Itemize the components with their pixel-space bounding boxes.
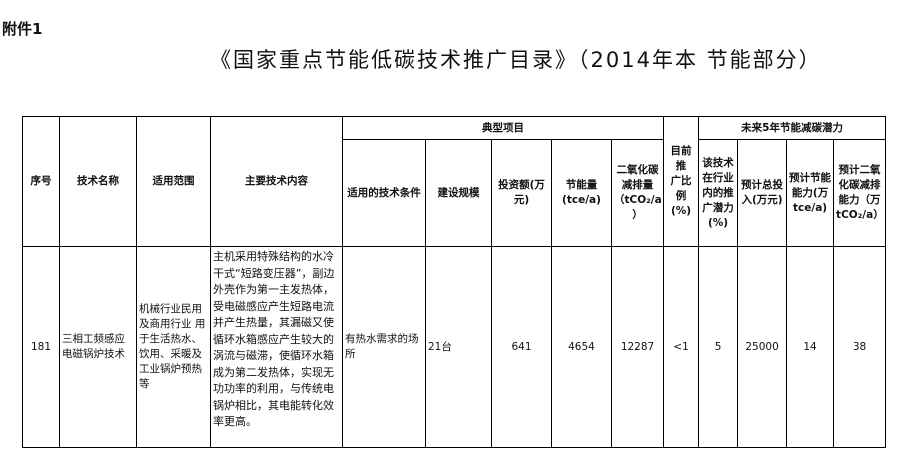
document-title: 《国家重点节能低碳技术推广目录》（2014年本 节能部分）	[210, 48, 822, 72]
header-conditions: 适用的技术条件	[342, 139, 426, 247]
technology-catalog-table: 序号 技术名称 适用范围 主要技术内容 典型项目 目前推 广比例 (%) 未来5…	[22, 116, 887, 448]
cell-scope: 机械行业民用及商用行业 用于生活热水、饮用、采暖及工业锅炉预热等	[136, 246, 211, 448]
table-row: 181 三相工频感应电磁锅炉技术 机械行业民用及商用行业 用于生活热水、饮用、采…	[22, 246, 887, 448]
cell-total-investment: 25000	[737, 246, 788, 448]
cell-industry-potential: 5	[698, 246, 739, 448]
cell-saving-capacity: 14	[786, 246, 835, 448]
cell-co2-capacity: 38	[833, 246, 887, 448]
cell-seq: 181	[22, 246, 60, 448]
cell-current-ratio: <1	[663, 246, 700, 448]
header-saving-capacity: 预计节能 能力(万 tce/a)	[786, 139, 835, 247]
header-current-ratio: 目前推 广比例 (%)	[663, 116, 700, 247]
header-content: 主要技术内容	[210, 116, 343, 247]
cell-co2-reduction: 12287	[610, 246, 665, 448]
header-name: 技术名称	[59, 116, 137, 247]
header-co2-reduction: 二氧化碳 减排量 （tCO₂/a ）	[610, 139, 665, 247]
header-industry-potential: 该技术 在行业 内的推 广潜力 (%)	[698, 139, 739, 247]
header-investment: 投资额(万 元)	[491, 139, 552, 247]
cell-content: 主机采用特殊结构的水冷干式“短路变压器”，副边外壳作为第一主发热体，受电磁感应产…	[210, 246, 343, 448]
cell-name: 三相工频感应电磁锅炉技术	[59, 246, 137, 448]
header-scope: 适用范围	[136, 116, 211, 247]
header-future-potential: 未来5年节能减碳潜力	[698, 116, 887, 140]
header-seq: 序号	[22, 116, 60, 247]
cell-investment: 641	[491, 246, 552, 448]
header-scale: 建设规模	[425, 139, 492, 247]
header-co2-capacity: 预计二氧 化碳减排 能力（万 tCO₂/a）	[833, 139, 887, 247]
annex-label: 附件1	[2, 20, 43, 38]
cell-energy-saving: 4654	[551, 246, 612, 448]
cell-conditions: 有热水需求的场所	[342, 246, 426, 448]
cell-scale: 21台	[425, 246, 492, 448]
header-total-investment: 预计总投 入(万元)	[737, 139, 788, 247]
header-energy-saving: 节能量 (tce/a)	[551, 139, 612, 247]
header-typical-project: 典型项目	[341, 116, 665, 140]
